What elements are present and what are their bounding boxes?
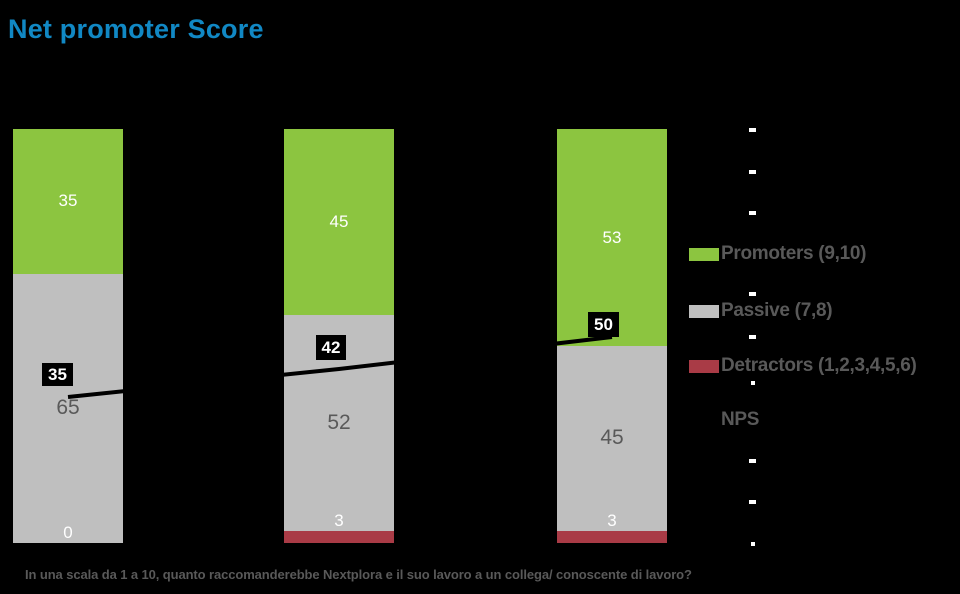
secondary-axis-tick xyxy=(749,500,756,504)
legend-item-nps: NPS xyxy=(689,409,760,430)
bar-3-segment-passive xyxy=(557,346,667,531)
legend-label-detractors: Detractors (1,2,3,4,5,6) xyxy=(721,355,917,376)
bar-1-label-passive: 65 xyxy=(56,396,80,420)
bar-1-label-detractors: 0 xyxy=(63,523,73,542)
bar-2-segment-detractors xyxy=(284,530,394,543)
nps-line xyxy=(67,335,613,399)
passive-swatch xyxy=(689,304,719,318)
bar-2-label-promoters: 45 xyxy=(329,212,349,232)
nps-value-box-2: 42 xyxy=(316,335,346,360)
secondary-axis-tick xyxy=(749,335,756,339)
nps-label-leader-2 xyxy=(331,359,340,368)
bar-3-label-detractors: 3 xyxy=(607,510,617,530)
bar-3-segment-promoters xyxy=(557,129,667,347)
secondary-axis-tick xyxy=(749,128,756,132)
secondary-axis-tick xyxy=(749,170,756,174)
secondary-axis-tick xyxy=(751,381,755,385)
legend-label-nps: NPS xyxy=(721,409,760,430)
secondary-axis-tick xyxy=(749,211,756,215)
bar-3-label-promoters: 53 xyxy=(602,227,622,247)
nps-value-box-1: 35 xyxy=(42,363,73,386)
legend-item-detractors: Detractors (1,2,3,4,5,6) xyxy=(689,355,917,376)
bar-3-segment-detractors xyxy=(557,530,667,543)
bar-1-segment-passive xyxy=(13,273,123,543)
bar-2-label-detractors: 3 xyxy=(334,510,344,530)
bar-1-label-promoters: 35 xyxy=(58,191,78,211)
detractors-swatch xyxy=(689,359,719,373)
legend-item-passive: Passive (7,8) xyxy=(689,300,833,321)
legend-label-passive: Passive (7,8) xyxy=(721,300,833,321)
promoters-swatch xyxy=(689,247,719,261)
nps-label-leader-1 xyxy=(56,385,67,397)
bar-2-label-passive: 52 xyxy=(327,410,351,434)
bar-1-segment-promoters xyxy=(13,129,123,274)
chart-title: Net promoter Score xyxy=(8,14,264,44)
secondary-axis-tick xyxy=(751,542,755,546)
legend-label-promoters: Promoters (9,10) xyxy=(721,243,867,264)
secondary-axis-tick xyxy=(749,459,756,463)
bar-3-label-passive: 45 xyxy=(600,426,624,450)
nps-value-box-3: 50 xyxy=(588,312,619,337)
secondary-axis-tick xyxy=(749,292,756,296)
footnote: In una scala da 1 a 10, quanto raccomand… xyxy=(25,567,692,582)
legend-item-promoters: Promoters (9,10) xyxy=(689,243,867,264)
bar-2-segment-promoters xyxy=(284,129,394,316)
